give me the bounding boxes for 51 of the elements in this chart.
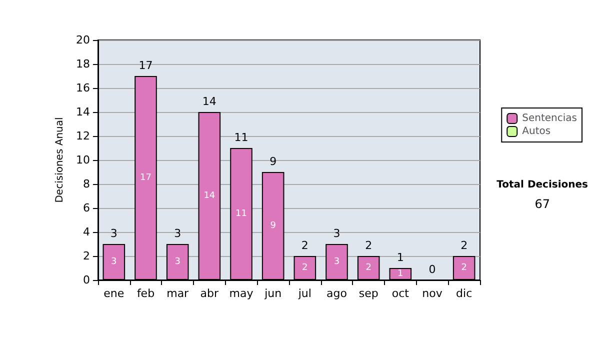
y-tick-label: 8 bbox=[83, 178, 90, 190]
total-label: 14 bbox=[202, 95, 216, 108]
total-label: 2 bbox=[301, 239, 308, 252]
total-label: 3 bbox=[174, 227, 182, 240]
x-tick-label: dic bbox=[456, 287, 472, 300]
data-label: 1 bbox=[398, 269, 404, 279]
data-label: 2 bbox=[366, 263, 372, 273]
x-tick-label: sep bbox=[358, 287, 378, 300]
y-tick-label: 6 bbox=[83, 202, 90, 214]
total-label: 2 bbox=[365, 239, 372, 252]
x-tick-label: nov bbox=[422, 287, 443, 300]
x-tick-label: ago bbox=[326, 287, 348, 300]
data-label: 2 bbox=[461, 263, 467, 273]
x-tick-label: jun bbox=[264, 287, 282, 300]
data-label: 17 bbox=[140, 173, 152, 183]
text: Total Decisiones bbox=[496, 180, 588, 190]
total-label: 1 bbox=[396, 251, 404, 264]
data-label: 14 bbox=[204, 191, 216, 201]
data-label: 11 bbox=[236, 209, 247, 219]
x-tick-label: may bbox=[229, 287, 254, 300]
x-tick-label: ene bbox=[104, 287, 124, 300]
y-tick-label: 14 bbox=[76, 106, 90, 118]
y-tick-label: 12 bbox=[76, 130, 90, 142]
legend-label: Autos bbox=[522, 126, 551, 137]
y-tick-label: 4 bbox=[83, 226, 90, 238]
data-label: 9 bbox=[270, 221, 276, 231]
total-label: 17 bbox=[138, 59, 153, 72]
x-tick-label: mar bbox=[166, 287, 190, 300]
data-label: 3 bbox=[111, 257, 117, 267]
x-tick-label: abr bbox=[200, 287, 220, 300]
data-label: 3 bbox=[174, 257, 180, 267]
y-tick-label: 18 bbox=[76, 58, 90, 70]
total-label: 3 bbox=[333, 227, 340, 240]
total-label: 0 bbox=[428, 263, 436, 276]
y-tick-label: 10 bbox=[76, 154, 90, 166]
x-tick-label: oct bbox=[392, 287, 410, 300]
total-label: 3 bbox=[110, 227, 118, 240]
legend-label: Sentencias bbox=[522, 113, 578, 124]
total-label: 2 bbox=[460, 239, 468, 252]
data-label: 2 bbox=[302, 263, 308, 273]
y-tick-label: 20 bbox=[76, 34, 90, 46]
total-label: 11 bbox=[234, 131, 248, 144]
data-label: 3 bbox=[334, 257, 340, 267]
x-tick-label: feb bbox=[136, 287, 155, 300]
y-tick-label: 16 bbox=[76, 82, 90, 94]
text: 67 bbox=[534, 197, 550, 211]
y-axis-title: Decisiones Anual bbox=[54, 117, 66, 203]
y-tick-label: 2 bbox=[83, 250, 90, 262]
total-label: 9 bbox=[270, 155, 277, 168]
x-tick-label: jul bbox=[297, 287, 312, 300]
y-tick-label: 0 bbox=[83, 274, 90, 286]
